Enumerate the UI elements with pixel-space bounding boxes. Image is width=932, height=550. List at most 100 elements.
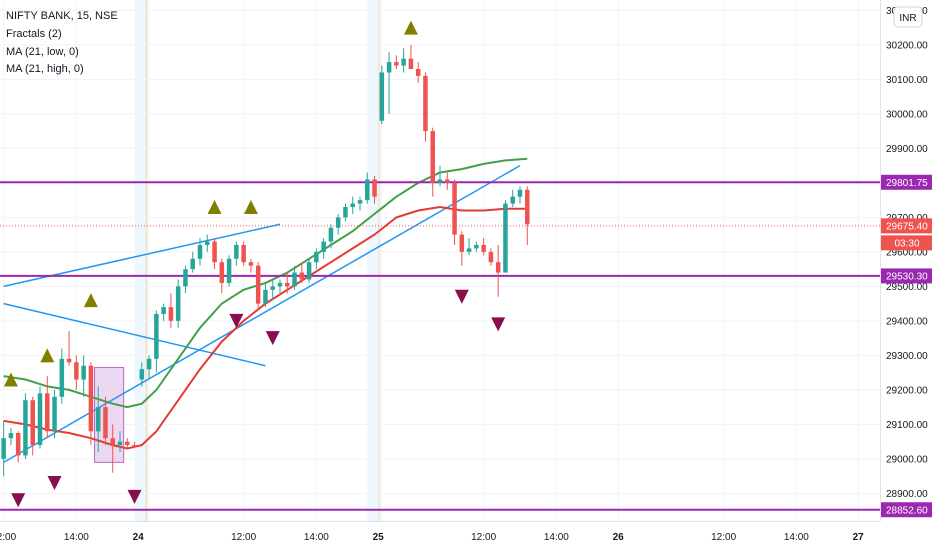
candle-body (45, 393, 50, 432)
indicator-ma-high[interactable]: MA (21, high, 0) (6, 63, 84, 75)
candle-body (430, 131, 435, 183)
candle-body (15, 433, 21, 456)
price-tag-label: 29530.30 (886, 271, 928, 282)
candle-body (379, 72, 385, 121)
candle-body (321, 241, 326, 252)
candle-body (299, 272, 305, 280)
time-tick-label: 14:00 (544, 532, 569, 543)
candle-body (306, 262, 312, 280)
price-tick-label: 29000.00 (886, 454, 928, 465)
candle-body (88, 365, 94, 432)
price-tick-label: 29200.00 (886, 385, 928, 396)
candle-body (517, 189, 523, 197)
fractal-up-marker (40, 348, 55, 363)
price-tag-label: 29801.75 (886, 178, 928, 189)
candle-body (1, 438, 6, 459)
currency-badge-bg[interactable] (893, 6, 923, 28)
gridlines (0, 0, 880, 521)
candle-body (103, 407, 108, 439)
fractal-up-marker (83, 293, 98, 308)
time-tick-label: 12:00 (711, 532, 736, 543)
indicator-ma-low[interactable]: MA (21, low, 0) (6, 46, 79, 58)
time-tick-label: 12:00 (0, 532, 17, 543)
candle-body (175, 286, 181, 321)
price-tick-label: 30200.00 (886, 40, 928, 51)
price-tick-label: 30000.00 (886, 109, 928, 120)
candle-body (81, 365, 86, 380)
candle-body (452, 182, 457, 235)
currency-badge[interactable]: INR (893, 6, 923, 28)
time-tick-label: 26 (613, 532, 625, 543)
price-tag-bg (881, 174, 932, 190)
candle-body (474, 244, 479, 249)
candle-body (110, 438, 115, 446)
fractal-up-marker (243, 200, 258, 215)
fractal-up-marker (207, 200, 222, 215)
candle-body (212, 241, 217, 263)
currency-badge-label: INR (899, 13, 916, 24)
candle-body (8, 433, 14, 439)
price-tick-label: 29400.00 (886, 316, 928, 327)
countdown-label: 03:30 (894, 238, 919, 249)
countdown-tag-bg (881, 235, 932, 251)
candle-body (197, 244, 203, 259)
candle-body (146, 358, 152, 370)
candle-body (459, 234, 465, 252)
candle-body (350, 203, 355, 208)
trendline[interactable] (3, 302, 266, 367)
candle-body (30, 400, 35, 446)
candle-body (74, 362, 79, 380)
candle-body (168, 307, 174, 321)
price-tag-label: 29675.40 (886, 221, 928, 232)
time-tick-label: 14:00 (784, 532, 809, 543)
candle-body (132, 445, 137, 447)
trendlines[interactable] (3, 164, 521, 463)
time-axis[interactable]: 12:00 14:00 24 12:00 14:00 25 12:00 14:00 26 12:0… (0, 521, 932, 550)
price-tag-label: 28852.60 (886, 505, 928, 516)
price-tick-label: 29600.00 (886, 247, 928, 258)
horizontal-levels[interactable] (0, 181, 932, 511)
price-tick-label: 30100.00 (886, 75, 928, 86)
time-tick-label: 24 (133, 532, 145, 543)
candle-body (255, 265, 261, 304)
legend: NIFTY BANK, 15, NSE Fractals (2) MA (21,… (6, 10, 118, 75)
candle-body (219, 262, 225, 283)
moving-averages (3, 157, 528, 450)
candle-body (205, 241, 210, 245)
candle-body (423, 75, 428, 132)
candle-body (372, 179, 377, 197)
fractal-down-marker (491, 317, 506, 332)
candle-body (314, 251, 319, 263)
price-tick-label: 29300.00 (886, 351, 928, 362)
candle-body (335, 217, 341, 228)
candle-body (386, 62, 392, 73)
candle-body (394, 62, 399, 66)
ma-high-line (3, 157, 528, 409)
fractal-up-marker (403, 20, 418, 35)
price-tick-label: 29500.00 (886, 282, 928, 293)
candle-body (59, 358, 65, 397)
candle-body (285, 282, 290, 287)
candle-body (495, 262, 501, 273)
fractals (3, 20, 506, 508)
candle-body (248, 262, 254, 266)
trendline[interactable] (3, 164, 521, 463)
candle-body (510, 196, 515, 204)
candle-body (445, 179, 450, 183)
fractal-down-marker (47, 476, 62, 491)
candle-body (343, 207, 348, 218)
indicator-fractals[interactable]: Fractals (2) (6, 28, 62, 40)
candle-body (226, 258, 232, 283)
candle-body (161, 307, 166, 314)
price-tick-label: 28900.00 (886, 489, 928, 500)
candle-body (277, 282, 283, 287)
price-tag-bg (881, 268, 932, 284)
fractal-down-marker (229, 313, 244, 328)
time-tick-label: 25 (373, 532, 385, 543)
candle-body (503, 203, 508, 273)
session-bands (134, 0, 382, 521)
candle-body (437, 179, 443, 183)
price-tick-label: 29900.00 (886, 144, 928, 155)
